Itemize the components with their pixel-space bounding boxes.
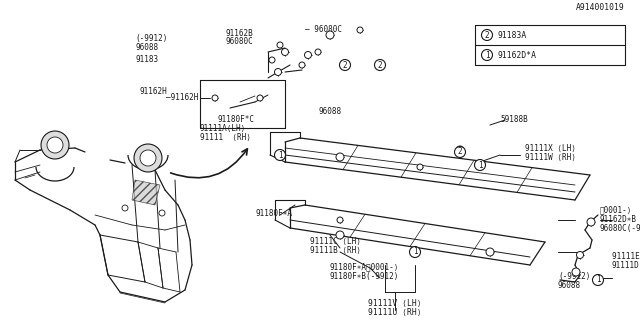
Circle shape bbox=[315, 49, 321, 55]
Circle shape bbox=[47, 137, 63, 153]
Text: 91180F∗A➈0001-⟩: 91180F∗A➈0001-⟩ bbox=[330, 262, 399, 271]
Text: 91183: 91183 bbox=[135, 55, 158, 65]
Circle shape bbox=[593, 275, 604, 285]
Text: 91111A⟨LH⟩: 91111A⟨LH⟩ bbox=[200, 124, 246, 132]
Circle shape bbox=[486, 248, 494, 256]
Circle shape bbox=[41, 131, 69, 159]
Text: 2: 2 bbox=[342, 60, 348, 69]
Text: (-9912): (-9912) bbox=[135, 34, 168, 43]
Text: 91162H: 91162H bbox=[140, 87, 168, 97]
Circle shape bbox=[269, 57, 275, 63]
Text: –91162H: –91162H bbox=[166, 93, 198, 102]
Text: 91111C ⟨LH⟩: 91111C ⟨LH⟩ bbox=[310, 236, 361, 245]
Circle shape bbox=[481, 50, 493, 60]
Circle shape bbox=[275, 68, 282, 76]
Circle shape bbox=[374, 60, 385, 70]
Text: 1: 1 bbox=[484, 51, 490, 60]
Text: 91180F*C: 91180F*C bbox=[218, 116, 255, 124]
Circle shape bbox=[277, 42, 283, 48]
Circle shape bbox=[140, 150, 156, 166]
Text: 91111X ⟨LH⟩: 91111X ⟨LH⟩ bbox=[525, 143, 576, 153]
Circle shape bbox=[275, 149, 285, 161]
Circle shape bbox=[481, 29, 493, 41]
Text: 91180F∗A: 91180F∗A bbox=[255, 210, 292, 219]
Circle shape bbox=[417, 164, 423, 170]
Text: 96088: 96088 bbox=[135, 43, 158, 52]
Circle shape bbox=[454, 147, 465, 157]
Circle shape bbox=[474, 159, 486, 171]
Text: 96080C: 96080C bbox=[225, 37, 253, 46]
Circle shape bbox=[339, 60, 351, 70]
Circle shape bbox=[587, 218, 595, 226]
Circle shape bbox=[337, 217, 343, 223]
Text: 2: 2 bbox=[378, 60, 382, 69]
Text: 91111E ⟨LH⟩: 91111E ⟨LH⟩ bbox=[612, 252, 640, 260]
Circle shape bbox=[134, 144, 162, 172]
Polygon shape bbox=[132, 180, 160, 205]
Text: 91111  ⟨RH⟩: 91111 ⟨RH⟩ bbox=[200, 132, 251, 141]
Circle shape bbox=[326, 31, 334, 39]
Circle shape bbox=[410, 246, 420, 258]
Circle shape bbox=[212, 95, 218, 101]
Circle shape bbox=[299, 62, 305, 68]
Text: 96088: 96088 bbox=[558, 281, 581, 290]
Text: 1: 1 bbox=[413, 247, 417, 257]
Text: (-9912): (-9912) bbox=[558, 271, 590, 281]
Circle shape bbox=[572, 268, 580, 276]
Text: 1: 1 bbox=[477, 161, 483, 170]
Circle shape bbox=[336, 231, 344, 239]
Text: 91183A: 91183A bbox=[498, 30, 527, 39]
Text: 91162D∗B: 91162D∗B bbox=[600, 214, 637, 223]
Text: 59188B: 59188B bbox=[500, 116, 528, 124]
Text: 96080C(-9912): 96080C(-9912) bbox=[600, 223, 640, 233]
Text: 91111U ⟨RH⟩: 91111U ⟨RH⟩ bbox=[368, 308, 422, 316]
Circle shape bbox=[357, 27, 363, 33]
Circle shape bbox=[282, 49, 289, 55]
Text: 91111B ⟨RH⟩: 91111B ⟨RH⟩ bbox=[310, 245, 361, 254]
Text: 91180F∗B(-9912): 91180F∗B(-9912) bbox=[330, 271, 399, 281]
Text: A914001019: A914001019 bbox=[576, 4, 625, 12]
Circle shape bbox=[159, 210, 165, 216]
Circle shape bbox=[257, 95, 263, 101]
Circle shape bbox=[336, 153, 344, 161]
Text: 91111W ⟨RH⟩: 91111W ⟨RH⟩ bbox=[525, 153, 576, 162]
Text: 91111V ⟨LH⟩: 91111V ⟨LH⟩ bbox=[368, 299, 422, 308]
Text: 1: 1 bbox=[596, 276, 600, 284]
Text: 2: 2 bbox=[458, 148, 462, 156]
Circle shape bbox=[305, 52, 312, 59]
Text: 1: 1 bbox=[278, 150, 282, 159]
Text: 91162D*A: 91162D*A bbox=[498, 51, 537, 60]
Text: ➈0001-⟩: ➈0001-⟩ bbox=[600, 205, 632, 214]
Text: ― 96080C: ― 96080C bbox=[305, 26, 342, 35]
Text: 91111D⟨RH⟩: 91111D⟨RH⟩ bbox=[612, 260, 640, 269]
Text: 91162B: 91162B bbox=[225, 28, 253, 37]
Text: 96088: 96088 bbox=[319, 108, 342, 116]
Circle shape bbox=[122, 205, 128, 211]
Circle shape bbox=[577, 252, 584, 259]
Circle shape bbox=[456, 146, 464, 154]
Text: 2: 2 bbox=[484, 30, 490, 39]
